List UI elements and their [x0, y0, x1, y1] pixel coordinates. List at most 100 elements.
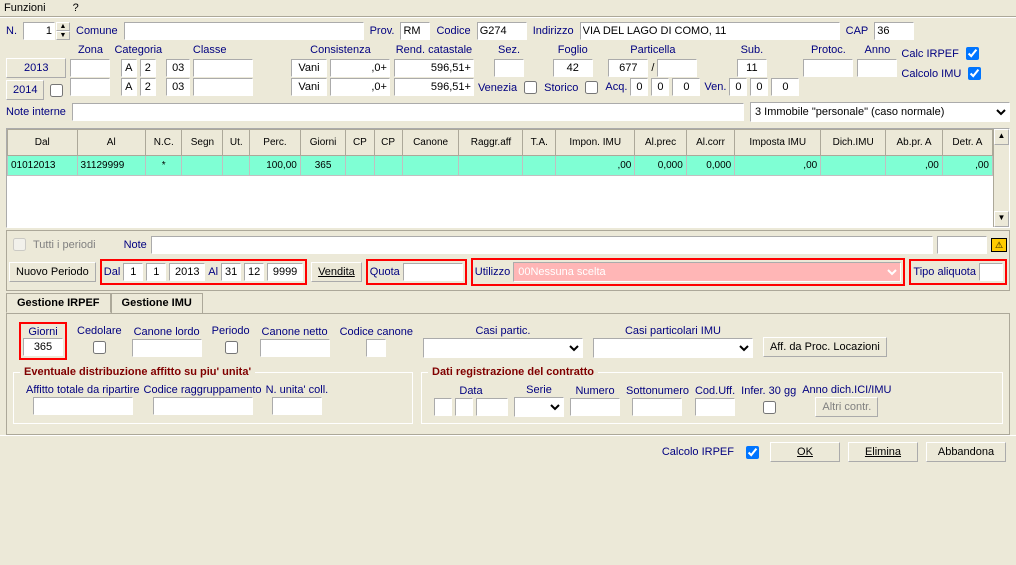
venezia-check[interactable] — [524, 81, 537, 94]
gh-abpr[interactable]: Ab.pr. A — [886, 130, 943, 156]
r1-cons-v[interactable] — [330, 59, 390, 77]
scroll-up[interactable]: ▲ — [994, 129, 1009, 145]
reg-coduff-input[interactable] — [695, 398, 735, 416]
abbandona-button[interactable]: Abbandona — [926, 442, 1006, 462]
r1-part1[interactable] — [608, 59, 648, 77]
r1-sub[interactable] — [737, 59, 767, 77]
gh-ta[interactable]: T.A. — [523, 130, 556, 156]
immobile-select[interactable]: 3 Immobile "personale" (caso normale) — [750, 102, 1010, 122]
aff-proc-button[interactable]: Aff. da Proc. Locazioni — [763, 337, 887, 357]
note-interne-input[interactable] — [72, 103, 744, 121]
reg-serie-select[interactable] — [514, 397, 564, 417]
gh-perc[interactable]: Perc. — [250, 130, 301, 156]
cap-input[interactable] — [874, 22, 914, 40]
lp-note-input[interactable] — [151, 236, 933, 254]
r1-cat[interactable] — [121, 59, 137, 77]
cedolare-check[interactable] — [93, 341, 106, 354]
acq-v2[interactable] — [651, 78, 669, 96]
year1-button[interactable]: 2013 — [6, 58, 66, 78]
gh-dal[interactable]: Dal — [8, 130, 78, 156]
ven-v1[interactable] — [729, 78, 747, 96]
lp-dal-y[interactable] — [169, 263, 205, 281]
reg-numero-input[interactable] — [570, 398, 620, 416]
r1-tariffa2[interactable] — [193, 59, 253, 77]
reg-infer30-check[interactable] — [763, 401, 776, 414]
n-spinner[interactable]: ▲▼ — [23, 22, 70, 40]
prov-input[interactable] — [400, 22, 430, 40]
vendita-button[interactable]: Vendita — [311, 262, 362, 282]
storico-check[interactable] — [585, 81, 598, 94]
cod-ragg-input[interactable] — [153, 397, 253, 415]
gh-dich[interactable]: Dich.IMU — [821, 130, 886, 156]
acq-v3[interactable] — [672, 78, 700, 96]
gh-imposta[interactable]: Imposta IMU — [735, 130, 821, 156]
lp-al-d[interactable] — [221, 263, 241, 281]
year2-button[interactable]: 2014 — [6, 80, 44, 100]
r1-zona[interactable] — [70, 59, 110, 77]
periodo-check[interactable] — [225, 341, 238, 354]
tab-imu[interactable]: Gestione IMU — [111, 293, 203, 313]
gh-segn[interactable]: Segn — [182, 130, 223, 156]
utilizzo-select[interactable]: 00Nessuna scelta — [513, 262, 901, 282]
lp-dal-d[interactable] — [123, 263, 143, 281]
gh-canone[interactable]: Canone — [402, 130, 459, 156]
footer-calcirpef-check[interactable] — [746, 446, 759, 459]
scroll-down[interactable]: ▼ — [994, 211, 1009, 227]
gh-giorni[interactable]: Giorni — [300, 130, 345, 156]
acq-v1[interactable] — [630, 78, 648, 96]
lp-al-m[interactable] — [244, 263, 264, 281]
reg-data1[interactable] — [434, 398, 452, 416]
codice-input[interactable] — [477, 22, 527, 40]
casi-partic-select[interactable] — [423, 338, 583, 358]
lp-dal-m[interactable] — [146, 263, 166, 281]
tab-irpef[interactable]: Gestione IRPEF — [6, 293, 111, 313]
quota-input[interactable] — [403, 263, 463, 281]
n-unita-input[interactable] — [272, 397, 322, 415]
gh-cp1[interactable]: CP — [346, 130, 374, 156]
affitto-tot-input[interactable] — [33, 397, 133, 415]
gh-detr[interactable]: Detr. A — [942, 130, 992, 156]
giorni-input[interactable] — [23, 338, 63, 356]
n-down[interactable]: ▼ — [56, 31, 70, 40]
gh-raggr[interactable]: Raggr.aff — [459, 130, 523, 156]
r1-rend[interactable] — [394, 59, 474, 77]
r2-rend[interactable] — [394, 78, 474, 96]
r2-cat[interactable] — [121, 78, 137, 96]
r1-classe[interactable] — [140, 59, 156, 77]
r1-sez[interactable] — [494, 59, 524, 77]
gh-alprec[interactable]: Al.prec — [635, 130, 686, 156]
grid-scrollbar[interactable]: ▲ ▼ — [993, 129, 1009, 227]
reg-data3[interactable] — [476, 398, 508, 416]
grid-row[interactable]: 01012013 31129999 * 100,00 365 ,00 0,000… — [8, 156, 993, 176]
year2-check[interactable] — [50, 84, 63, 97]
r2-cons-t[interactable] — [291, 78, 327, 96]
r2-cons-v[interactable] — [330, 78, 390, 96]
lp-al-y[interactable] — [267, 263, 303, 281]
menu-help[interactable]: ? — [73, 2, 79, 14]
ok-button[interactable]: OK — [770, 442, 840, 462]
reg-data2[interactable] — [455, 398, 473, 416]
casi-imu-select[interactable] — [593, 338, 753, 358]
elimina-button[interactable]: Elimina — [848, 442, 918, 462]
comune-input[interactable] — [124, 22, 364, 40]
n-value[interactable] — [23, 22, 55, 40]
r2-classe[interactable] — [140, 78, 156, 96]
ven-v3[interactable] — [771, 78, 799, 96]
calc-imu-check[interactable] — [968, 67, 981, 80]
r1-cons-t[interactable] — [291, 59, 327, 77]
n-up[interactable]: ▲ — [56, 22, 70, 31]
canone-lordo-input[interactable] — [132, 339, 202, 357]
nuovo-periodo-button[interactable]: Nuovo Periodo — [9, 262, 96, 282]
gh-al[interactable]: Al — [77, 130, 146, 156]
reg-sottonum-input[interactable] — [632, 398, 682, 416]
gh-nc[interactable]: N.C. — [146, 130, 182, 156]
r1-tariffa[interactable] — [166, 59, 190, 77]
gh-alcorr[interactable]: Al.corr — [686, 130, 734, 156]
calc-irpef-check[interactable] — [966, 47, 979, 60]
menu-funzioni[interactable]: Funzioni — [4, 2, 58, 14]
gh-cp2[interactable]: CP — [374, 130, 402, 156]
canone-netto-input[interactable] — [260, 339, 330, 357]
ven-v2[interactable] — [750, 78, 768, 96]
r2-tariffa2[interactable] — [193, 78, 253, 96]
altri-contr-button[interactable]: Altri contr. — [815, 397, 878, 417]
